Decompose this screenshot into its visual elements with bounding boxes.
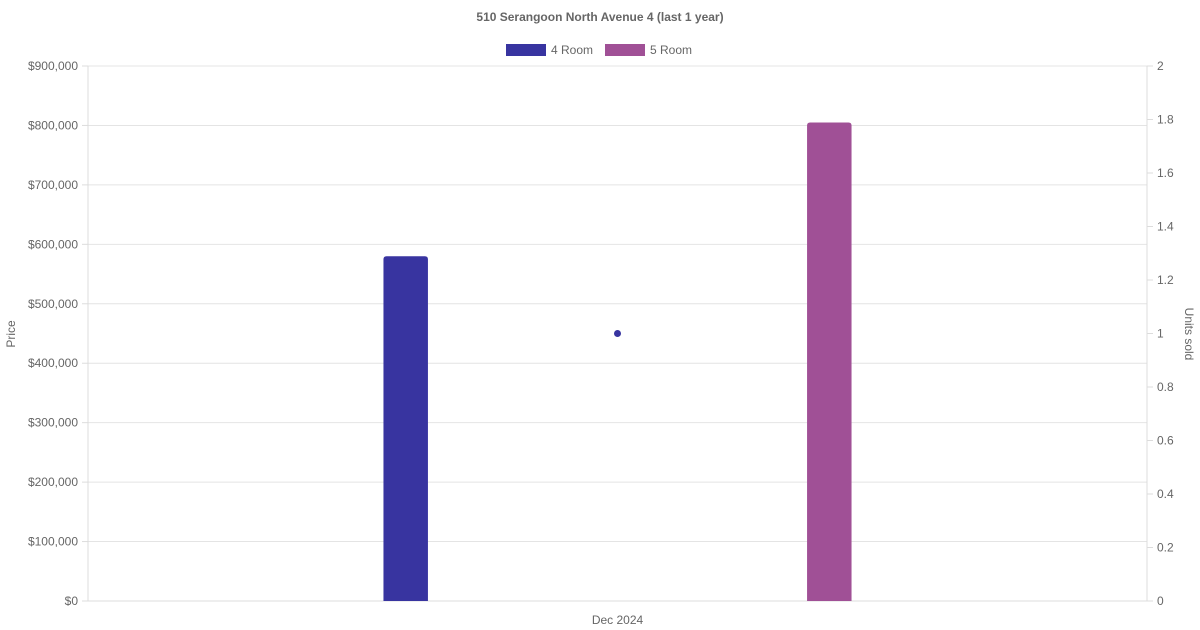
y-tick-label: $900,000 xyxy=(28,59,78,73)
units-sold-points xyxy=(614,330,621,337)
bar-5-room[interactable] xyxy=(807,122,852,601)
y-tick-label: $300,000 xyxy=(28,416,78,430)
y2-tick-label: 1.8 xyxy=(1157,113,1174,127)
y-tick-label: $0 xyxy=(65,594,79,608)
y2-tick-label: 0.6 xyxy=(1157,434,1174,448)
x-tick-label: Dec 2024 xyxy=(592,613,644,627)
axes xyxy=(82,65,1153,602)
y2-tick-label: 2 xyxy=(1157,59,1164,73)
y2-tick-label: 1.2 xyxy=(1157,273,1174,287)
bars xyxy=(383,122,852,601)
chart-title: 510 Serangoon North Avenue 4 (last 1 yea… xyxy=(476,10,723,24)
y-tick-label: $700,000 xyxy=(28,178,78,192)
y2-axis-ticks: 0 0.2 0.4 0.6 0.8 1 1.2 1.4 1.6 1.8 2 xyxy=(1157,59,1174,608)
y-tick-label: $200,000 xyxy=(28,475,78,489)
y2-tick-label: 1.4 xyxy=(1157,220,1174,234)
y2-tick-label: 0.8 xyxy=(1157,380,1174,394)
legend-label-4-room[interactable]: 4 Room xyxy=(551,43,593,57)
legend-swatch-5-room[interactable] xyxy=(605,44,645,56)
bar-4-room[interactable] xyxy=(383,256,428,601)
y-tick-label: $500,000 xyxy=(28,297,78,311)
y-axis-ticks: $0 $100,000 $200,000 $300,000 $400,000 $500,0… xyxy=(28,59,78,608)
y2-tick-label: 1.6 xyxy=(1157,166,1174,180)
y2-tick-label: 0.4 xyxy=(1157,487,1174,501)
y-tick-label: $600,000 xyxy=(28,237,78,251)
x-axis-ticks: Dec 2024 xyxy=(592,613,644,627)
gridlines xyxy=(88,65,1147,602)
legend: 4 Room 5 Room xyxy=(506,43,692,57)
y-tick-label: $800,000 xyxy=(28,118,78,132)
y2-tick-label: 0 xyxy=(1157,594,1164,608)
units-sold-point[interactable] xyxy=(614,330,621,337)
legend-swatch-4-room[interactable] xyxy=(506,44,546,56)
y-tick-label: $400,000 xyxy=(28,356,78,370)
y-tick-label: $100,000 xyxy=(28,535,78,549)
y2-axis-title: Units sold xyxy=(1182,308,1196,361)
y2-tick-label: 0.2 xyxy=(1157,541,1174,555)
y2-tick-label: 1 xyxy=(1157,327,1164,341)
legend-label-5-room[interactable]: 5 Room xyxy=(650,43,692,57)
y-axis-title: Price xyxy=(4,320,18,348)
